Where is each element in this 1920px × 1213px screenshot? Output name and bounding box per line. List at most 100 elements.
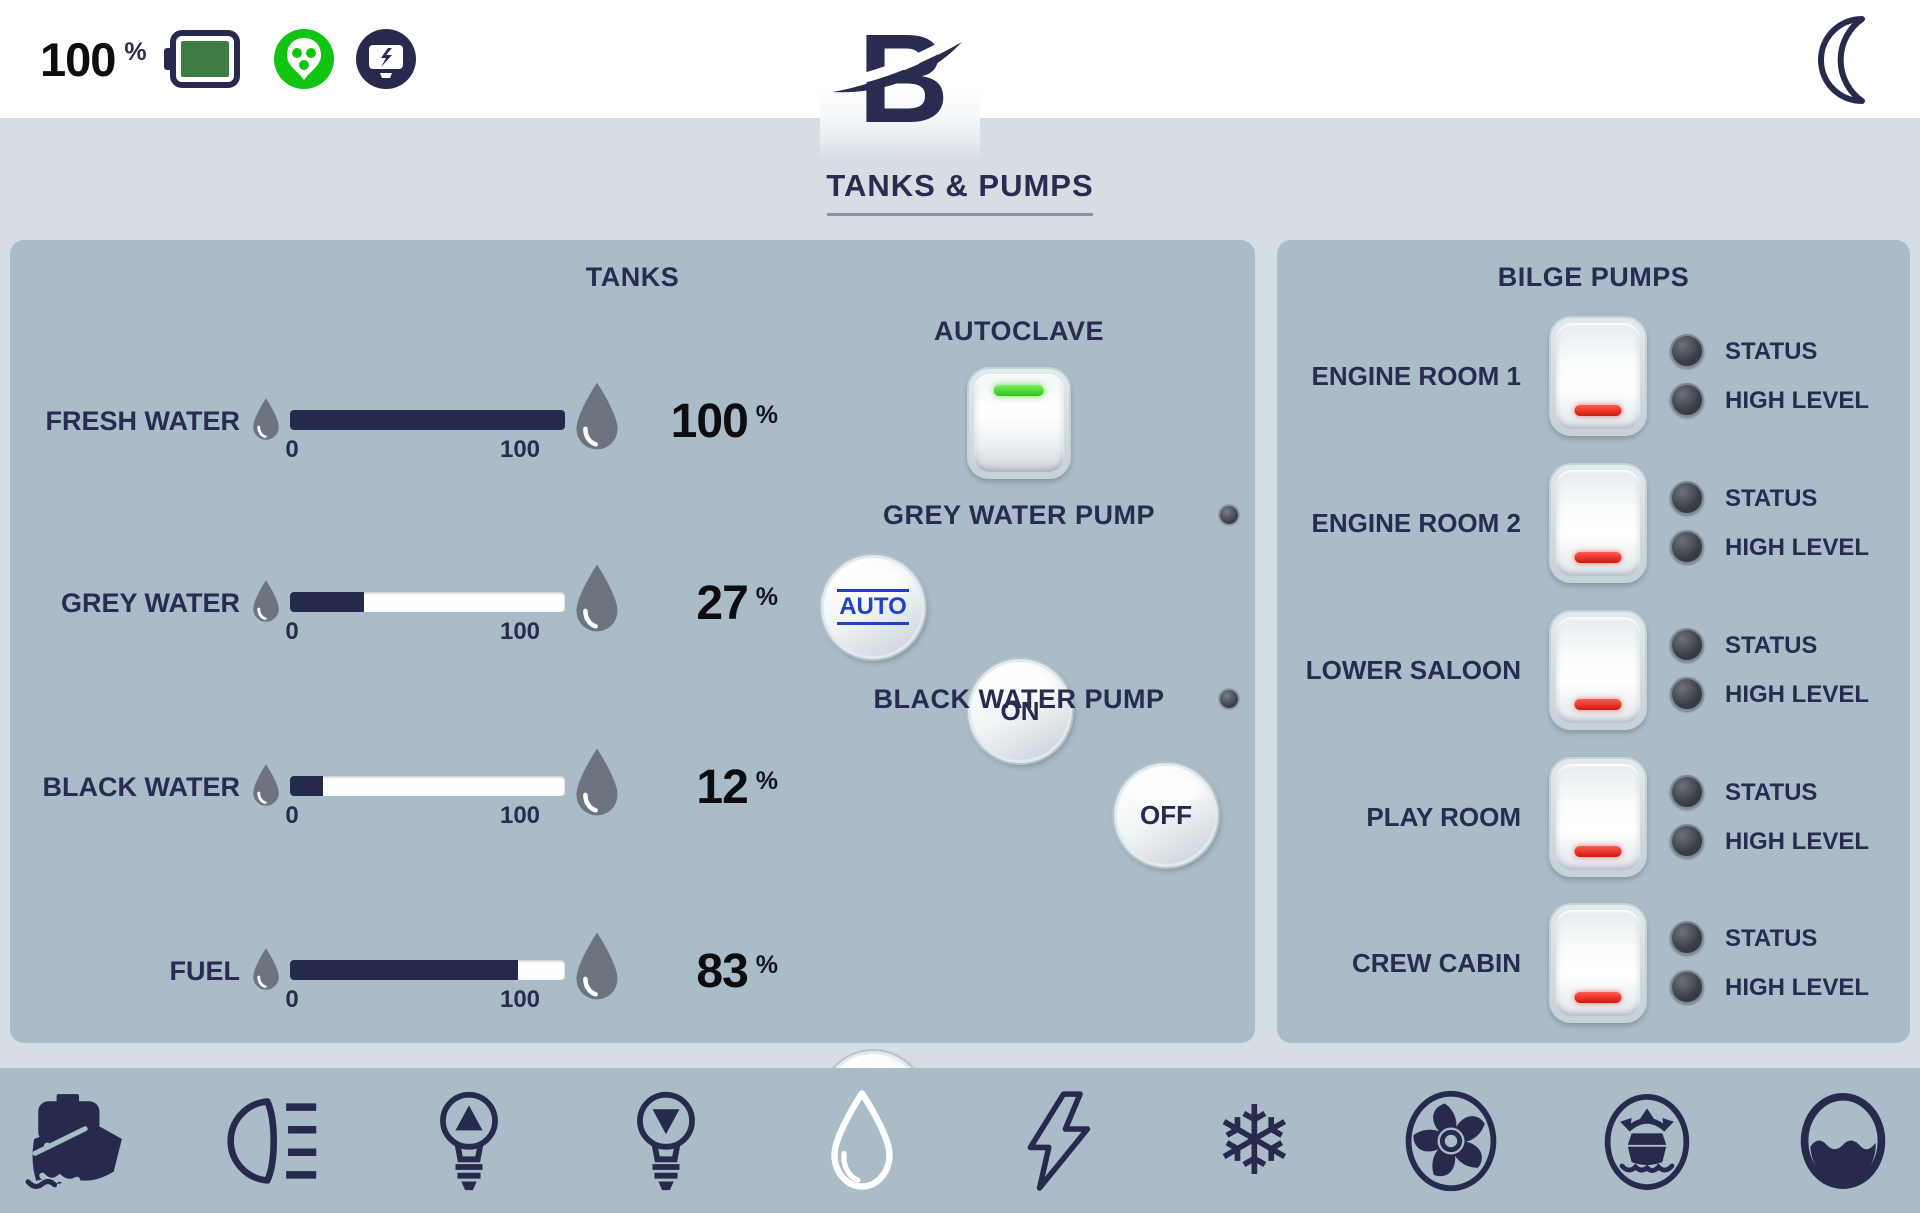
high-level-led bbox=[1670, 530, 1704, 564]
status-led bbox=[1670, 481, 1704, 515]
scale-max: 100 bbox=[499, 618, 541, 645]
bilge-pump-switch[interactable] bbox=[1549, 903, 1647, 1023]
grey-water-pump-label: GREY WATER PUMP bbox=[882, 500, 1156, 530]
bilge-off-indicator bbox=[1574, 405, 1622, 416]
tank-level-fill bbox=[290, 776, 323, 796]
bilge-label: PLAY ROOM bbox=[1366, 802, 1521, 832]
inverter-icon bbox=[355, 28, 417, 90]
bilge-panel-title: BILGE PUMPS bbox=[1497, 262, 1690, 292]
shore-power-icon bbox=[273, 28, 335, 90]
brand-logo: B bbox=[832, 8, 967, 149]
black-water-pump-indicator bbox=[1218, 688, 1240, 710]
tank-row-grey-water: GREY WATER 0 100 27 % bbox=[10, 562, 778, 654]
bilge-pump-switch[interactable] bbox=[1549, 463, 1647, 583]
tanks-panel: TANKS FRESH WATER 0 100 100 % GREY WATER… bbox=[10, 240, 1255, 1213]
fan-icon[interactable] bbox=[1391, 1081, 1511, 1201]
brand-logo-box: B bbox=[820, 0, 980, 158]
snowflake-icon[interactable]: ❄ bbox=[1214, 1084, 1295, 1197]
scale-max: 100 bbox=[499, 436, 541, 463]
percent-unit: % bbox=[755, 583, 778, 611]
bulb-down-icon[interactable] bbox=[606, 1081, 726, 1201]
bilge-pumps-panel: BILGE PUMPS ENGINE ROOM 1 STATUS HIGH LE… bbox=[1277, 240, 1910, 1043]
black-water-pump-label: BLACK WATER PUMP bbox=[873, 684, 1165, 714]
tank-level-fill bbox=[290, 592, 365, 612]
water-drop-icon[interactable] bbox=[802, 1081, 922, 1201]
tank-value: 100 % bbox=[638, 394, 778, 449]
bilge-off-indicator bbox=[1574, 846, 1622, 857]
grey-water-pump-auto-button[interactable]: AUTO bbox=[821, 555, 925, 659]
tank-level-fill bbox=[290, 960, 519, 980]
bilge-label: LOWER SALOON bbox=[1305, 655, 1521, 685]
status-led bbox=[1670, 628, 1704, 662]
bilge-row-lower-saloon: LOWER SALOON STATUS HIGH LEVEL bbox=[1277, 605, 1910, 735]
lightning-icon[interactable] bbox=[998, 1081, 1118, 1201]
scale-max: 100 bbox=[499, 986, 541, 1013]
bilge-row-engine-room-2: ENGINE ROOM 2 STATUS HIGH LEVEL bbox=[1277, 458, 1910, 588]
tank-level-bar[interactable] bbox=[290, 592, 565, 612]
battery-percent: 100 bbox=[40, 32, 116, 86]
percent-unit: % bbox=[755, 951, 778, 979]
grey-water-pump-off-button[interactable]: OFF bbox=[1114, 763, 1218, 867]
tank-level-bar[interactable] bbox=[290, 960, 565, 980]
percent-unit: % bbox=[755, 767, 778, 795]
bilge-off-indicator bbox=[1574, 699, 1622, 710]
tank-level-bar[interactable] bbox=[290, 776, 565, 796]
scale-min: 0 bbox=[285, 436, 299, 463]
bilge-row-crew-cabin: CREW CABIN STATUS HIGH LEVEL bbox=[1277, 898, 1910, 1028]
bilge-row-play-room: PLAY ROOM STATUS HIGH LEVEL bbox=[1277, 752, 1910, 882]
battery-percent-unit: % bbox=[124, 37, 147, 66]
status-led bbox=[1670, 921, 1704, 955]
status-led bbox=[1670, 775, 1704, 809]
droplet-icon bbox=[571, 562, 623, 639]
bilge-label: ENGINE ROOM 1 bbox=[1311, 361, 1521, 391]
bilge-pump-switch[interactable] bbox=[1549, 757, 1647, 877]
bilge-label: ENGINE ROOM 2 bbox=[1311, 508, 1521, 538]
status-label: STATUS bbox=[1725, 338, 1818, 365]
status-label: STATUS bbox=[1725, 925, 1818, 952]
tank-level-bar[interactable] bbox=[290, 410, 565, 430]
high-level-led bbox=[1670, 824, 1704, 858]
bilge-pump-switch[interactable] bbox=[1549, 316, 1647, 436]
moon-icon[interactable] bbox=[1806, 14, 1886, 106]
bilge-off-indicator bbox=[1574, 552, 1622, 563]
tank-row-fuel: FUEL 0 100 83 % bbox=[10, 930, 778, 1022]
tank-value: 27 % bbox=[638, 576, 778, 631]
droplet-icon bbox=[250, 578, 282, 629]
status-label: STATUS bbox=[1725, 632, 1818, 659]
bilge-off-indicator bbox=[1574, 992, 1622, 1003]
title-underline bbox=[827, 213, 1093, 216]
tank-value: 12 % bbox=[638, 760, 778, 815]
status-led bbox=[1670, 334, 1704, 368]
tank-value: 83 % bbox=[638, 944, 778, 999]
tanks-panel-title: TANKS bbox=[585, 262, 680, 292]
scale-min: 0 bbox=[285, 986, 299, 1013]
page-title: TANKS & PUMPS bbox=[826, 168, 1094, 203]
scale-min: 0 bbox=[285, 802, 299, 829]
status-label: STATUS bbox=[1725, 779, 1818, 806]
stabilizer-icon[interactable] bbox=[1587, 1081, 1707, 1201]
ship-icon[interactable] bbox=[17, 1081, 137, 1201]
high-level-label: HIGH LEVEL bbox=[1725, 387, 1870, 414]
headlight-icon[interactable] bbox=[213, 1081, 333, 1201]
tank-row-black-water: BLACK WATER 0 100 12 % bbox=[10, 746, 778, 838]
tank-label: FRESH WATER bbox=[45, 406, 241, 436]
bilge-label: CREW CABIN bbox=[1352, 948, 1521, 978]
autoclave-on-indicator bbox=[993, 385, 1045, 396]
grey-water-pump-on-button[interactable]: ON bbox=[968, 659, 1072, 763]
tank-percent: 83 bbox=[696, 945, 748, 998]
autoclave-label: AUTOCLAVE bbox=[933, 316, 1104, 346]
tank-label: FUEL bbox=[169, 956, 241, 986]
autoclave-switch[interactable] bbox=[967, 367, 1071, 479]
scale-min: 0 bbox=[285, 618, 299, 645]
bulb-up-icon[interactable] bbox=[409, 1081, 529, 1201]
grey-water-pump-indicator bbox=[1218, 504, 1240, 526]
bilge-row-engine-room-1: ENGINE ROOM 1 STATUS HIGH LEVEL bbox=[1277, 311, 1910, 441]
tank-level-fill bbox=[290, 410, 565, 430]
battery-icon bbox=[163, 29, 241, 89]
droplet-icon bbox=[250, 762, 282, 813]
droplet-icon bbox=[250, 946, 282, 997]
droplet-icon bbox=[571, 380, 623, 457]
bilge-pump-switch[interactable] bbox=[1549, 610, 1647, 730]
tank-percent: 100 bbox=[670, 395, 749, 448]
porthole-icon[interactable] bbox=[1783, 1081, 1903, 1201]
